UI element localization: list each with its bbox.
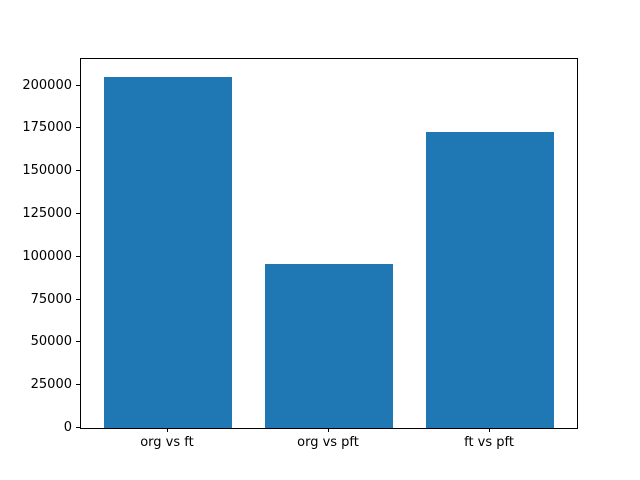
plot-area xyxy=(80,58,578,429)
y-tick xyxy=(76,127,80,129)
x-tick-label: ft vs pft xyxy=(464,435,514,450)
bar-ft-vs-pft xyxy=(425,131,555,428)
y-tick xyxy=(76,212,80,214)
y-tick xyxy=(76,427,80,428)
y-tick xyxy=(76,384,80,386)
y-tick xyxy=(76,170,80,172)
y-tick-label: 50000 xyxy=(30,334,72,350)
y-tick xyxy=(76,84,80,86)
y-tick xyxy=(76,255,80,257)
y-tick-label: 0 xyxy=(63,420,72,435)
y-tick-label: 25000 xyxy=(30,377,72,393)
y-tick xyxy=(76,298,80,300)
y-tick-label: 75000 xyxy=(30,291,72,307)
y-tick-label: 125000 xyxy=(22,205,72,221)
x-tick xyxy=(166,428,168,432)
x-tick xyxy=(328,428,329,432)
y-tick-label: 150000 xyxy=(22,163,72,179)
y-tick-label: 175000 xyxy=(22,120,72,136)
y-tick-label: 200000 xyxy=(22,77,72,93)
bar-org-vs-ft xyxy=(103,77,233,428)
x-tick-label: org vs pft xyxy=(297,435,359,450)
y-tick xyxy=(76,341,80,343)
x-tick-label: org vs ft xyxy=(140,435,194,450)
x-tick xyxy=(489,428,491,432)
y-tick-label: 100000 xyxy=(22,248,72,264)
bar-org-vs-pft xyxy=(264,264,394,428)
